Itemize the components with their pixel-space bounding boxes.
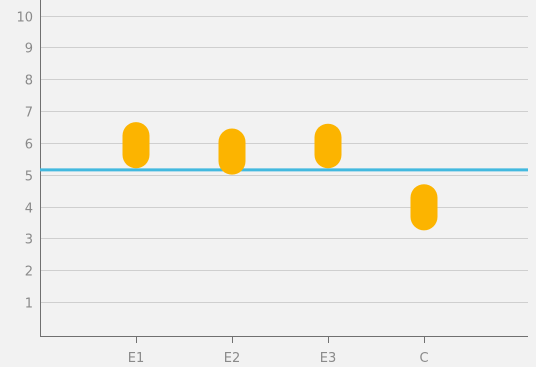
y-tick-labels: 1 2 3 4 5 6 7 8 9 10 <box>16 11 33 312</box>
grid-lines <box>40 16 528 303</box>
x-tick-label-E2: E2 <box>224 351 241 366</box>
y-tick-label-6: 6 <box>25 138 33 153</box>
range-bar-E3 <box>314 123 342 169</box>
y-tick-label-4: 4 <box>25 202 33 217</box>
y-tick-label-2: 2 <box>25 265 33 280</box>
y-tick-label-3: 3 <box>25 233 33 248</box>
axes <box>40 0 528 343</box>
y-tick-label-8: 8 <box>25 74 33 89</box>
x-tick-label-E3: E3 <box>320 351 337 366</box>
y-tick-label-10: 10 <box>16 11 33 26</box>
x-tick-labels: E1 E2 E3 C <box>128 351 429 366</box>
range-bar-E2 <box>218 128 246 175</box>
range-bars <box>122 122 438 231</box>
x-tick-label-C: C <box>419 351 428 366</box>
y-tick-label-9: 9 <box>25 42 33 57</box>
range-bar-E1 <box>122 122 150 169</box>
x-tick-label-E1: E1 <box>128 351 145 366</box>
y-tick-label-5: 5 <box>25 170 33 185</box>
y-tick-label-7: 7 <box>25 106 33 121</box>
y-tick-label-1: 1 <box>25 297 33 312</box>
range-bar-C <box>410 184 438 231</box>
